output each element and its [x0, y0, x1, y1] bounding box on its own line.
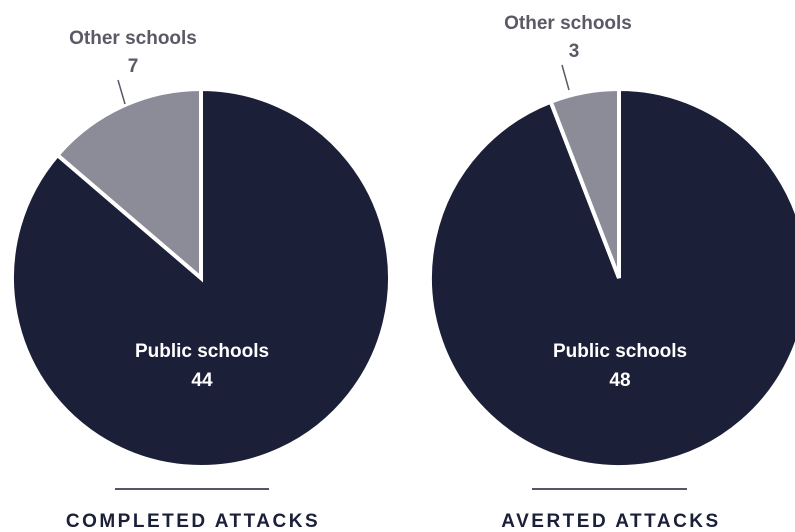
label-other-schools: Other schools — [504, 13, 632, 34]
chart-title: COMPLETED ATTACKS — [66, 511, 320, 532]
label-other-schools: Other schools — [69, 28, 197, 49]
pie-chart-averted: Public schools 48 Other schools 3 AVERTE… — [428, 13, 795, 532]
label-public-schools: Public schools — [135, 341, 269, 362]
label-public-schools: Public schools — [553, 341, 687, 362]
value-public-schools: 48 — [609, 370, 630, 391]
slice-other-schools — [54, 86, 203, 283]
value-other-schools: 3 — [569, 41, 580, 62]
chart-title: AVERTED ATTACKS — [501, 511, 720, 532]
value-public-schools: 44 — [191, 370, 213, 391]
value-other-schools: 7 — [128, 56, 139, 77]
leader-line-other-schools — [561, 64, 570, 91]
slice-public-schools — [428, 86, 795, 469]
pie-chart-completed: Public schools 44 Other schools 7 COMPLE… — [10, 28, 392, 532]
leader-line-other-schools — [117, 79, 126, 105]
slice-other-schools — [548, 86, 621, 279]
